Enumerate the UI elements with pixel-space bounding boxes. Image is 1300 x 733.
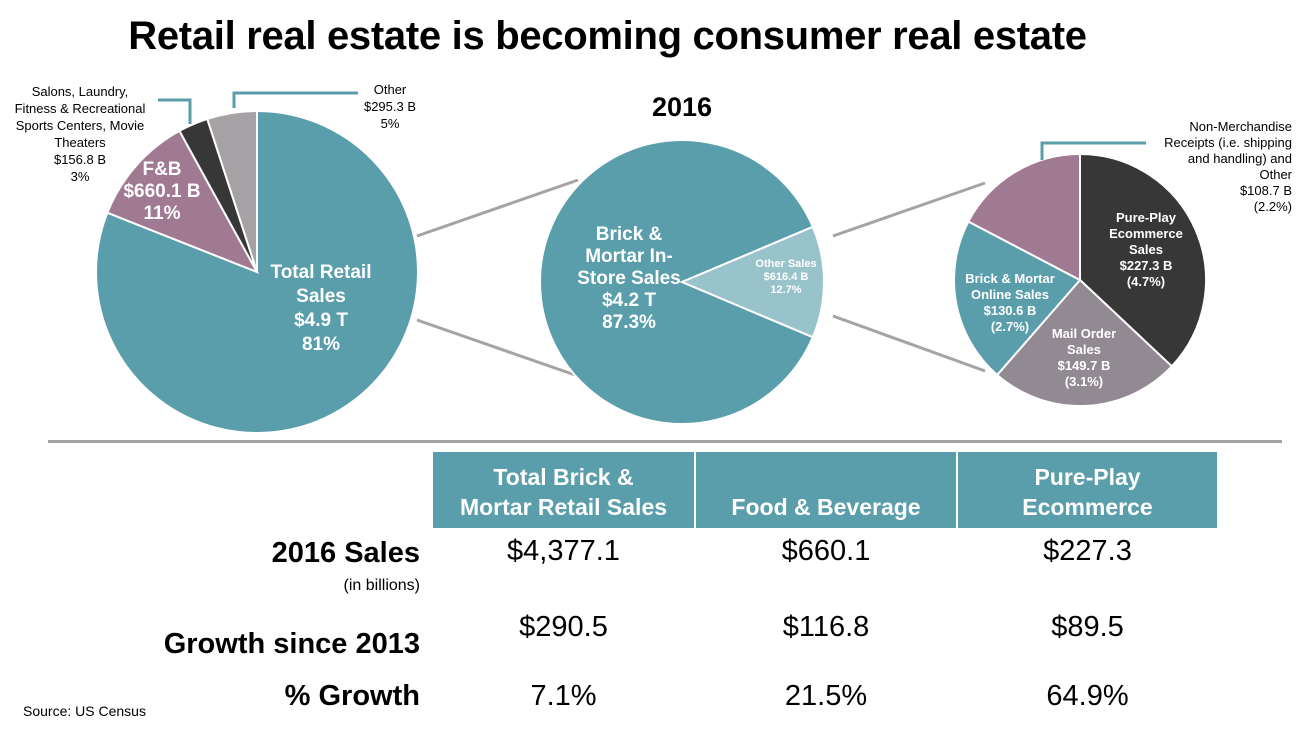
slice-label-mail-order: $149.7 B <box>1058 358 1111 373</box>
slice-label-other-sales: 12.7% <box>770 284 801 296</box>
column-header-brick-mortar: Total Brick & Mortar Retail Sales <box>433 452 694 528</box>
slice-label-fb: F&B <box>142 159 181 180</box>
slice-label-non-merchandise: and handling) and <box>1188 151 1292 166</box>
slice-label-salons: Theaters <box>54 135 106 150</box>
column-header-line: Food & Beverage <box>731 494 921 520</box>
slice-other <box>205 109 258 273</box>
slice-label-other: 5% <box>381 116 400 131</box>
slice-label-pure-play: (4.7%) <box>1127 274 1165 289</box>
leader-line <box>158 98 192 124</box>
slice-label-total-retail: $4.9 T <box>294 310 348 331</box>
slice-label-pure-play: Ecommerce <box>1109 226 1183 241</box>
cell-2016-sales-food-beverage: $660.1 <box>781 535 871 567</box>
connector-line <box>416 178 579 238</box>
source-note: Source: US Census <box>23 703 146 719</box>
cell-growth-brick-mortar: $290.5 <box>519 611 608 643</box>
column-header-line: Ecommerce <box>1022 494 1153 520</box>
chart-title-2016: 2016 <box>652 92 712 122</box>
cell-growth-ecommerce: $89.5 <box>1051 611 1124 643</box>
column-header-food-beverage: Food & Beverage <box>696 452 956 528</box>
slice-label-non-merchandise: (2.2%) <box>1254 199 1292 214</box>
slice-brick-mortar-in-store <box>539 139 815 425</box>
cell-growth-food-beverage: $116.8 <box>782 611 870 643</box>
slice-label-online: Brick & Mortar <box>965 271 1055 286</box>
slice-label-brick-mortar: Brick & <box>596 224 663 245</box>
connector-line <box>832 181 986 238</box>
slice-label-fb: $660.1 B <box>123 181 200 202</box>
slice-non-merchandise <box>967 152 1081 282</box>
column-header-line: Mortar Retail Sales <box>459 494 668 520</box>
slice-label-other-sales: Other Sales <box>755 258 816 270</box>
cell-pct-growth-food-beverage: 21.5% <box>784 680 868 712</box>
slice-label-non-merchandise: $108.7 B <box>1240 183 1292 198</box>
row-label-pct-growth: % Growth <box>284 680 420 712</box>
slice-label-salons: Salons, Laundry, <box>32 84 129 99</box>
row-label-2016-sales: 2016 Sales <box>271 537 420 569</box>
slice-label-other: Other <box>374 82 407 97</box>
pie-charts: Total Retail Sales $4.9 T 81% F&B$660.1 B11%… <box>15 82 1293 434</box>
slice-label-pure-play: Pure-Play <box>1116 210 1177 225</box>
slice-label-online: Online Sales <box>971 287 1049 302</box>
row-label-growth-since-2013: Growth since 2013 <box>163 628 420 660</box>
slice-label-salons: Fitness & Recreational <box>15 101 146 116</box>
column-header-line: Total Brick & <box>493 464 634 490</box>
slice-label-total-retail: Total Retail <box>271 262 372 283</box>
slice-label-other-sales: $616.4 B <box>764 271 809 283</box>
slice-label-non-merchandise: Receipts (i.e. shipping <box>1164 135 1292 150</box>
slice-label-non-merchandise: Non-Merchandise <box>1189 119 1292 134</box>
slice-label-salons: $156.8 B <box>54 152 106 167</box>
connector-line <box>416 318 579 378</box>
slice-label-fb: 11% <box>144 203 181 224</box>
slice-label-online: (2.7%) <box>991 319 1029 334</box>
slice-label-brick-mortar: Store Sales <box>577 268 681 289</box>
slice-label-pure-play: $227.3 B <box>1120 258 1173 273</box>
leader-line <box>1040 141 1146 160</box>
leader-line <box>232 91 358 108</box>
slice-label-mail-order: Mail Order <box>1052 326 1116 341</box>
slice-label-total-retail: Sales <box>296 286 346 307</box>
connector-line <box>832 314 986 373</box>
cell-2016-sales-ecommerce: $227.3 <box>1043 535 1132 567</box>
slice-label-pure-play: Sales <box>1129 242 1163 257</box>
slice-label-mail-order: (3.1%) <box>1065 374 1103 389</box>
slice-label-other: $295.3 B <box>364 99 416 114</box>
slice-label-non-merchandise: Other <box>1259 167 1292 182</box>
cell-pct-growth-brick-mortar: 7.1% <box>530 680 597 712</box>
cell-pct-growth-ecommerce: 64.9% <box>1046 680 1129 712</box>
slice-other-sales <box>679 225 825 339</box>
slice-label-brick-mortar: Mortar In- <box>585 246 673 267</box>
row-sublabel-in-billions: (in billions) <box>343 577 420 594</box>
slice-pure-play-ecommerce <box>1079 152 1207 368</box>
slice-fb <box>106 129 260 274</box>
slice-brick-mortar-online <box>953 220 1082 377</box>
slice-label-total-retail: 81% <box>302 334 340 355</box>
slice-label-brick-mortar: 87.3% <box>602 312 656 333</box>
slice-mail-order <box>995 278 1174 407</box>
divider <box>48 440 1282 443</box>
column-header-line: Pure-Play <box>1034 464 1141 490</box>
slice-label-salons: 3% <box>71 169 90 184</box>
slice-label-mail-order: Sales <box>1067 342 1101 357</box>
column-header-ecommerce: Pure-Play Ecommerce <box>958 452 1217 528</box>
page-title: Retail real estate is becoming consumer … <box>128 14 1087 58</box>
slice-label-online: $130.6 B <box>984 303 1037 318</box>
slice-label-brick-mortar: $4.2 T <box>602 290 656 311</box>
slice-label-salons: Sports Centers, Movie <box>16 118 145 133</box>
cell-2016-sales-brick-mortar: $4,377.1 <box>507 535 620 567</box>
